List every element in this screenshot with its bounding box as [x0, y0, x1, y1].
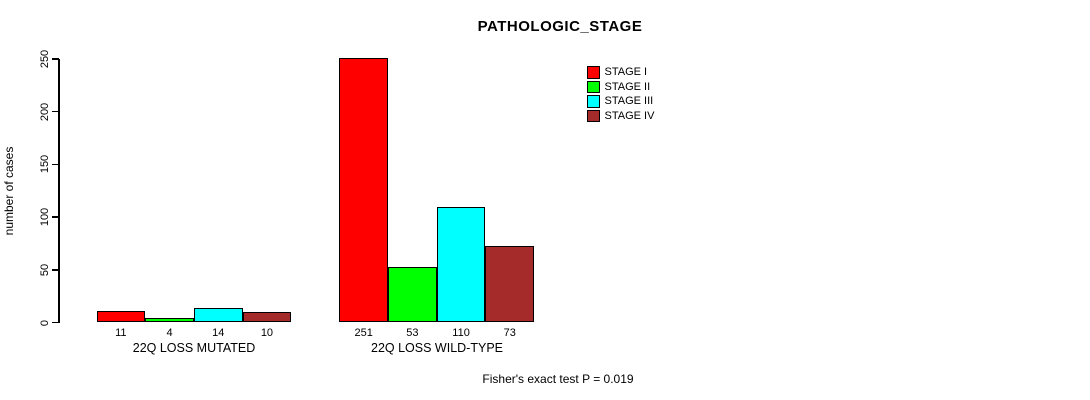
x-group-label-mutated: 22Q LOSS MUTATED: [132, 341, 256, 355]
bar-stage-ii-group1: [388, 266, 437, 323]
bar-stage-iv-group1: [485, 245, 535, 323]
bar-value-label: 53: [406, 326, 419, 339]
legend-item-stage-3: STAGE III: [587, 94, 654, 109]
legend-swatch-stage-2: [587, 80, 600, 93]
y-axis-tick: [52, 58, 59, 60]
chart-title: PATHOLOGIC_STAGE: [477, 18, 643, 35]
y-axis-tick: [52, 110, 59, 113]
y-axis-tick: [52, 321, 59, 324]
legend-swatch-stage-3: [587, 95, 600, 108]
legend-item-stage-2: STAGE II: [587, 80, 654, 95]
y-axis-tick: [52, 269, 59, 271]
bar-value-label: 10: [260, 326, 274, 339]
bar-value-label: 11: [115, 326, 127, 339]
y-axis-tick-label: 0: [39, 319, 51, 326]
legend: STAGE I STAGE II STAGE III STAGE IV: [587, 65, 654, 123]
y-axis-tick-label: 200: [39, 102, 51, 121]
bar-stage-iv-group0: [242, 311, 292, 323]
y-axis-label: number of cases: [2, 146, 16, 236]
legend-label-stage-2: STAGE II: [604, 80, 651, 93]
legend-label-stage-3: STAGE III: [604, 95, 654, 108]
y-axis-line: [58, 59, 60, 323]
y-axis-tick: [52, 216, 59, 218]
legend-label-stage-4: STAGE IV: [604, 109, 655, 122]
y-axis-tick-label: 100: [39, 207, 51, 227]
bar-value-label: 14: [212, 326, 225, 339]
bar-stage-iii-group1: [436, 206, 486, 323]
fisher-test-result-label: Fisher's exact test P = 0.019: [482, 372, 634, 386]
y-axis-tick-label: 50: [39, 263, 51, 276]
y-axis-tick-label: 250: [39, 49, 51, 69]
legend-item-stage-1: STAGE I: [587, 65, 654, 80]
bar-stage-i-group0: [96, 310, 146, 323]
bar-stage-ii-group0: [145, 318, 194, 323]
bar-value-label: 110: [452, 326, 470, 339]
legend-label-stage-1: STAGE I: [604, 66, 648, 79]
legend-swatch-stage-4: [587, 109, 600, 122]
x-group-label-wild-type: 22Q LOSS WILD-TYPE: [371, 341, 503, 355]
legend-swatch-stage-1: [587, 66, 600, 79]
bar-stage-i-group1: [339, 57, 388, 323]
y-axis-tick: [52, 163, 59, 166]
bar-stage-iii-group0: [193, 307, 243, 323]
bar-value-label: 251: [354, 326, 373, 339]
bar-value-label: 4: [166, 326, 173, 339]
bar-value-label: 73: [503, 326, 516, 339]
legend-item-stage-4: STAGE IV: [587, 109, 654, 124]
y-axis-tick-label: 150: [39, 155, 51, 174]
